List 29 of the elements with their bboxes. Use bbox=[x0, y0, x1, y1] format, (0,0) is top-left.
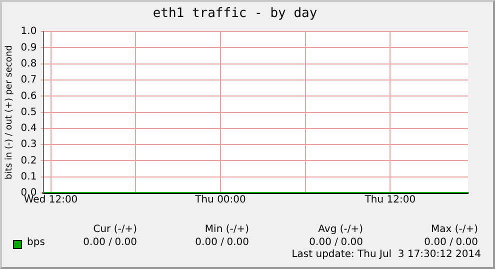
y-tick-label: 0.6 bbox=[20, 90, 37, 102]
text: 0.00 bbox=[456, 237, 478, 249]
text: 0.00 bbox=[340, 237, 363, 249]
x-tick-label: Thu 00:00 bbox=[194, 194, 246, 206]
y-tick-label: 0.5 bbox=[20, 106, 37, 118]
y-tick-label: 0.4 bbox=[20, 123, 37, 134]
x-tick-label: Thu 12:00 bbox=[364, 194, 416, 206]
text: 0.00 / bbox=[83, 237, 112, 249]
text: 0.00 / bbox=[424, 237, 453, 249]
text: Last update: Thu Jul 3 17:30:12 2014 bbox=[292, 249, 481, 261]
y-tick-label: 0.9 bbox=[20, 42, 37, 54]
y-axis-title: bits in (-) / out (+) per second bbox=[4, 45, 15, 180]
x-tick-label: Wed 12:00 bbox=[24, 194, 78, 206]
text: Min (-/+) bbox=[204, 224, 249, 236]
legend-label: bps bbox=[27, 237, 45, 249]
text: Avg (-/+) bbox=[318, 224, 363, 236]
text: 0.00 bbox=[226, 237, 249, 249]
y-tick-label: 0.8 bbox=[20, 58, 37, 70]
text: 0.00 bbox=[114, 237, 137, 249]
text: 0.00 / bbox=[309, 237, 338, 249]
y-tick-label: 0.3 bbox=[20, 139, 37, 150]
text: Cur (-/+) bbox=[93, 224, 137, 236]
chart-title: eth1 traffic - by day bbox=[152, 6, 318, 22]
y-tick-label: 0.7 bbox=[20, 74, 37, 86]
y-tick-label: 1.0 bbox=[20, 26, 37, 38]
y-tick-label: 0.1 bbox=[20, 171, 37, 182]
y-tick-label: 0.2 bbox=[20, 155, 37, 166]
text: Max (-/+) bbox=[430, 224, 478, 236]
text: 0.00 / bbox=[195, 237, 224, 249]
